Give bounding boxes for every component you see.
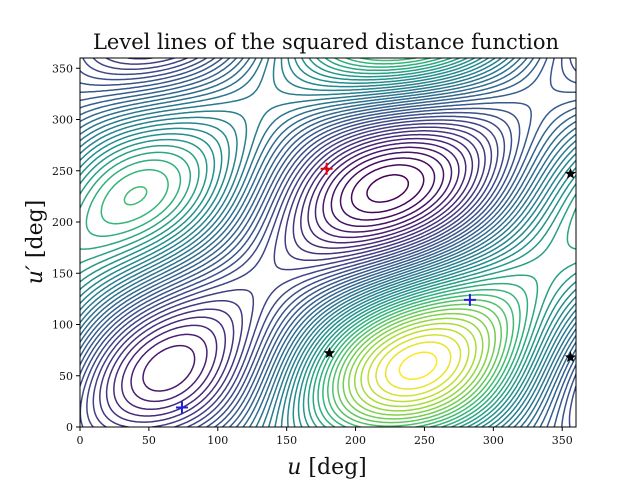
contour-level [85,58,529,427]
x-tick-label: 50 [142,434,156,447]
contour-level [367,328,470,403]
x-tick-label: 300 [483,434,504,447]
contour-level [80,58,576,427]
contour-level [99,58,486,427]
contour-level [130,142,460,403]
y-tick-label: 100 [52,319,73,332]
y-tick-label: 50 [59,370,73,383]
contour-lines [80,58,576,427]
contour-level [337,303,502,424]
contour-level [80,58,576,427]
contour-level [92,58,493,427]
y-tick-label: 150 [52,267,73,280]
contour-level [80,58,576,427]
contour-level [80,58,576,427]
contour-level [113,133,474,417]
x-tick-label: 200 [345,434,366,447]
contour-level [80,58,576,427]
contour-level [80,58,576,427]
y-tick-label: 0 [66,421,73,434]
saddle-marker [564,351,576,363]
saddle-marker [564,167,576,179]
x-axis-label: u [deg] [287,455,367,480]
contour-level [80,58,576,427]
contour-level [100,58,521,427]
contour-level [353,317,484,412]
contour-level [80,58,506,427]
y-axis-label: u′ [deg] [23,200,48,285]
contour-level [339,157,436,221]
contour-level [105,130,480,423]
contour-level [332,298,509,427]
contour-level [366,174,410,203]
saddle-marker [323,347,336,359]
x-axis-label-symbol: u [287,455,301,480]
y-tick-label: 300 [52,114,73,127]
minimum-marker [463,293,476,306]
contour-level [348,312,490,416]
contour-level [375,334,462,397]
contour-level [80,58,576,427]
x-axis-label-unit: [deg] [301,455,366,480]
x-tick-label: 250 [414,434,435,447]
x-tick-label: 350 [552,434,573,447]
y-tick-label: 200 [52,216,73,229]
y-tick-label: 350 [52,62,73,75]
y-axis-label-unit: [deg] [23,200,48,265]
contour-level [360,322,477,408]
plot-frame [79,57,577,428]
x-tick-label: 0 [77,434,84,447]
contour-level [121,137,467,411]
x-axis-ticks: 0 50 100 150 200 250 300 350 [77,427,573,447]
contour-level [142,146,453,392]
y-axis-ticks: 0 50 100 150 200 250 300 350 [52,62,80,434]
contour-level [86,58,499,427]
contour-level [330,151,445,228]
y-axis-label-symbol: u′ [23,265,48,284]
contour-level [80,58,576,427]
maximum-marker [320,162,333,175]
contour-level [80,58,576,427]
minimum-marker [175,401,188,414]
x-tick-label: 100 [207,434,228,447]
contour-level [80,58,576,427]
contour-level [80,58,576,427]
y-tick-label: 250 [52,165,73,178]
critical-point-markers [175,162,576,414]
chart-title: Level lines of the squared distance func… [93,30,559,54]
contour-level [350,164,425,214]
contour-level [398,351,438,380]
contour-level [342,308,496,420]
contour-level [384,341,452,390]
x-tick-label: 150 [276,434,297,447]
contour-level [80,58,576,427]
contour-level [80,58,576,427]
